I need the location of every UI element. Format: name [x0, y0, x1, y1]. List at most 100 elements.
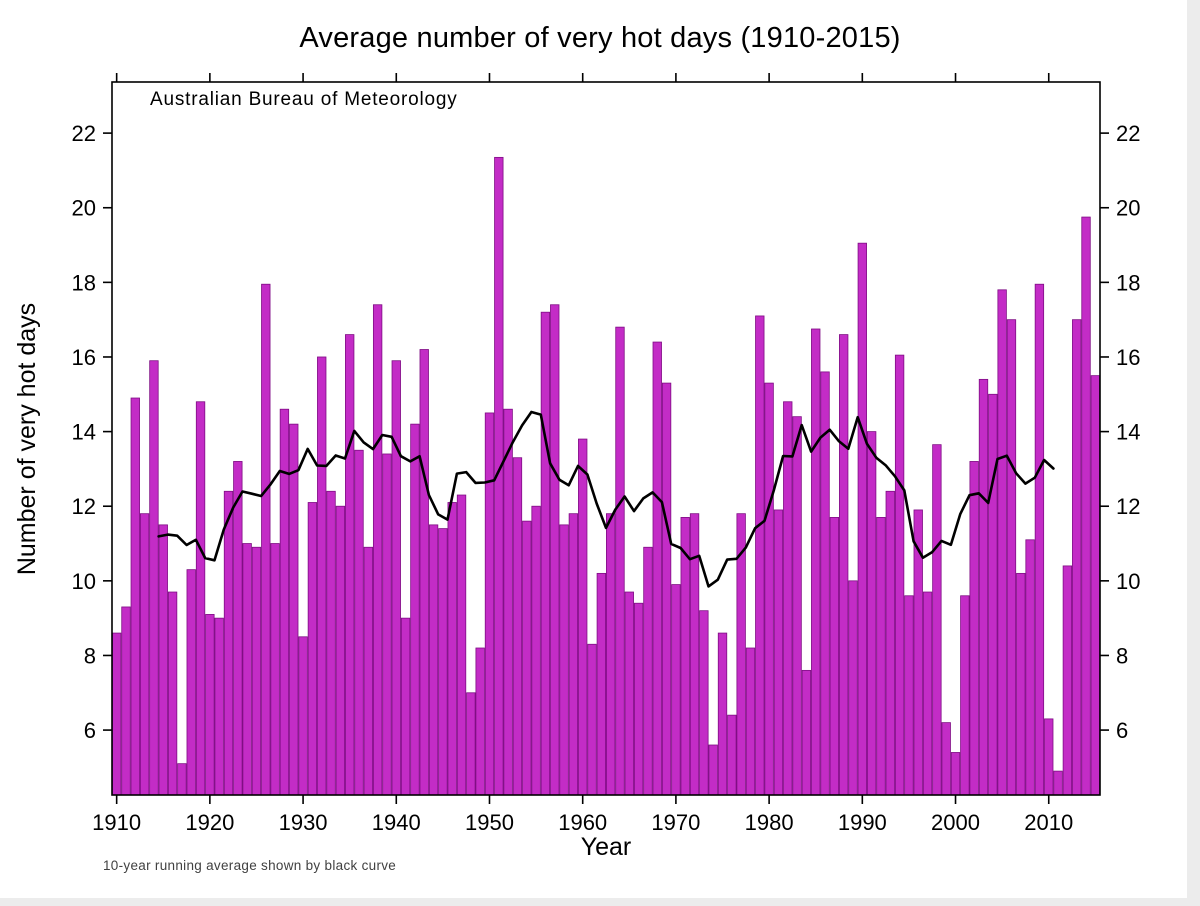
bar-1983: [792, 416, 802, 796]
y-tick-label-left: 20: [72, 196, 96, 221]
bar-1984: [801, 669, 812, 796]
bar-2005: [997, 289, 1007, 796]
bar-1966: [633, 602, 644, 796]
bar-1916: [167, 591, 178, 796]
y-tick-label-right: 22: [1116, 121, 1140, 146]
x-tick-label: 1990: [838, 810, 887, 835]
bar-1932: [317, 356, 327, 796]
y-tick-label-right: 14: [1116, 420, 1140, 445]
bar-1952: [503, 408, 513, 796]
bar-1953: [512, 457, 523, 796]
bar-1994: [894, 354, 905, 796]
bar-2000: [950, 752, 961, 796]
y-tick-label-right: 18: [1116, 270, 1140, 295]
y-tick-label-right: 20: [1116, 196, 1140, 221]
bar-1936: [354, 449, 364, 796]
bar-2006: [1006, 319, 1017, 796]
y-tick-label-left: 6: [84, 718, 96, 743]
bar-1967: [643, 546, 653, 796]
bar-1937: [363, 546, 373, 796]
bar-1976: [727, 714, 737, 796]
bar-2013: [1072, 319, 1082, 796]
bar-1989: [848, 580, 858, 796]
bar-1933: [326, 490, 336, 796]
y-tick-label-left: 22: [72, 121, 96, 146]
bar-2010: [1044, 718, 1054, 796]
y-tick-label-right: 8: [1116, 643, 1128, 668]
x-tick-label: 1970: [651, 810, 700, 835]
bar-1991: [866, 431, 877, 796]
bar-1981: [773, 509, 784, 796]
bar-2011: [1053, 770, 1063, 796]
bar-1950: [484, 412, 495, 796]
x-tick-label: 1910: [92, 810, 141, 835]
bar-1935: [345, 334, 355, 796]
footnote-running-average: 10-year running average shown by black c…: [103, 858, 397, 873]
bar-1913: [139, 513, 150, 796]
bar-1921: [214, 617, 224, 796]
bar-1957: [550, 304, 560, 796]
bar-1955: [531, 505, 541, 796]
bar-1917: [177, 763, 187, 796]
bar-1947: [456, 494, 467, 796]
horizontal-scrollbar[interactable]: [0, 898, 1200, 906]
x-tick-label: 1960: [558, 810, 607, 835]
bar-1946: [447, 502, 457, 796]
bar-1956: [540, 311, 551, 796]
bar-2014: [1081, 216, 1091, 796]
x-tick-label: 1930: [279, 810, 328, 835]
bar-1982: [783, 401, 793, 796]
bar-1911: [121, 606, 131, 796]
bar-1929: [289, 423, 299, 796]
y-tick-label-left: 12: [72, 494, 96, 519]
bar-1940: [391, 360, 401, 796]
bar-1974: [708, 744, 718, 796]
bar-1915: [158, 524, 168, 796]
y-tick-label-right: 16: [1116, 345, 1140, 370]
bar-1948: [466, 692, 476, 796]
x-tick-label: 1940: [372, 810, 421, 835]
bar-2008: [1025, 539, 1035, 796]
bar-1931: [307, 502, 318, 796]
x-tick-label: 2000: [931, 810, 980, 835]
bar-2002: [969, 461, 979, 796]
y-tick-label-left: 8: [84, 643, 96, 668]
y-tick-label-left: 16: [72, 345, 96, 370]
bar-1969: [661, 382, 672, 796]
bar-1949: [475, 647, 485, 796]
bar-1997: [922, 591, 933, 796]
bar-1920: [205, 614, 215, 796]
x-tick-label: 1920: [185, 810, 234, 835]
bar-1960: [578, 438, 588, 796]
bar-1968: [652, 341, 662, 796]
bar-1926: [261, 283, 271, 796]
bar-1925: [251, 546, 262, 796]
bar-1987: [829, 517, 840, 796]
y-axis-label: Number of very hot days: [13, 302, 41, 576]
running-average-curve: [157, 410, 1055, 588]
bar-1934: [335, 505, 346, 796]
bar-1914: [149, 360, 159, 796]
bar-1910: [112, 632, 122, 796]
bar-1988: [839, 334, 849, 796]
vertical-scrollbar[interactable]: [1187, 0, 1200, 906]
bar-2007: [1016, 572, 1026, 796]
source-annotation: Australian Bureau of Meteorology: [150, 89, 458, 110]
bar-1961: [587, 643, 597, 796]
bar-1962: [596, 572, 607, 796]
bar-1970: [671, 584, 681, 796]
bar-1998: [932, 444, 942, 796]
bar-1928: [279, 408, 290, 796]
bar-1958: [559, 524, 569, 796]
bar-1912: [130, 397, 140, 796]
bar-1980: [764, 382, 774, 796]
y-tick-label-right: 10: [1116, 569, 1140, 594]
bar-2015: [1090, 375, 1100, 796]
bars-group: [112, 156, 1100, 796]
bar-1939: [382, 453, 392, 796]
bar-1930: [298, 636, 308, 796]
bar-1927: [270, 543, 280, 796]
bar-1990: [857, 242, 867, 796]
bar-1975: [717, 632, 728, 796]
